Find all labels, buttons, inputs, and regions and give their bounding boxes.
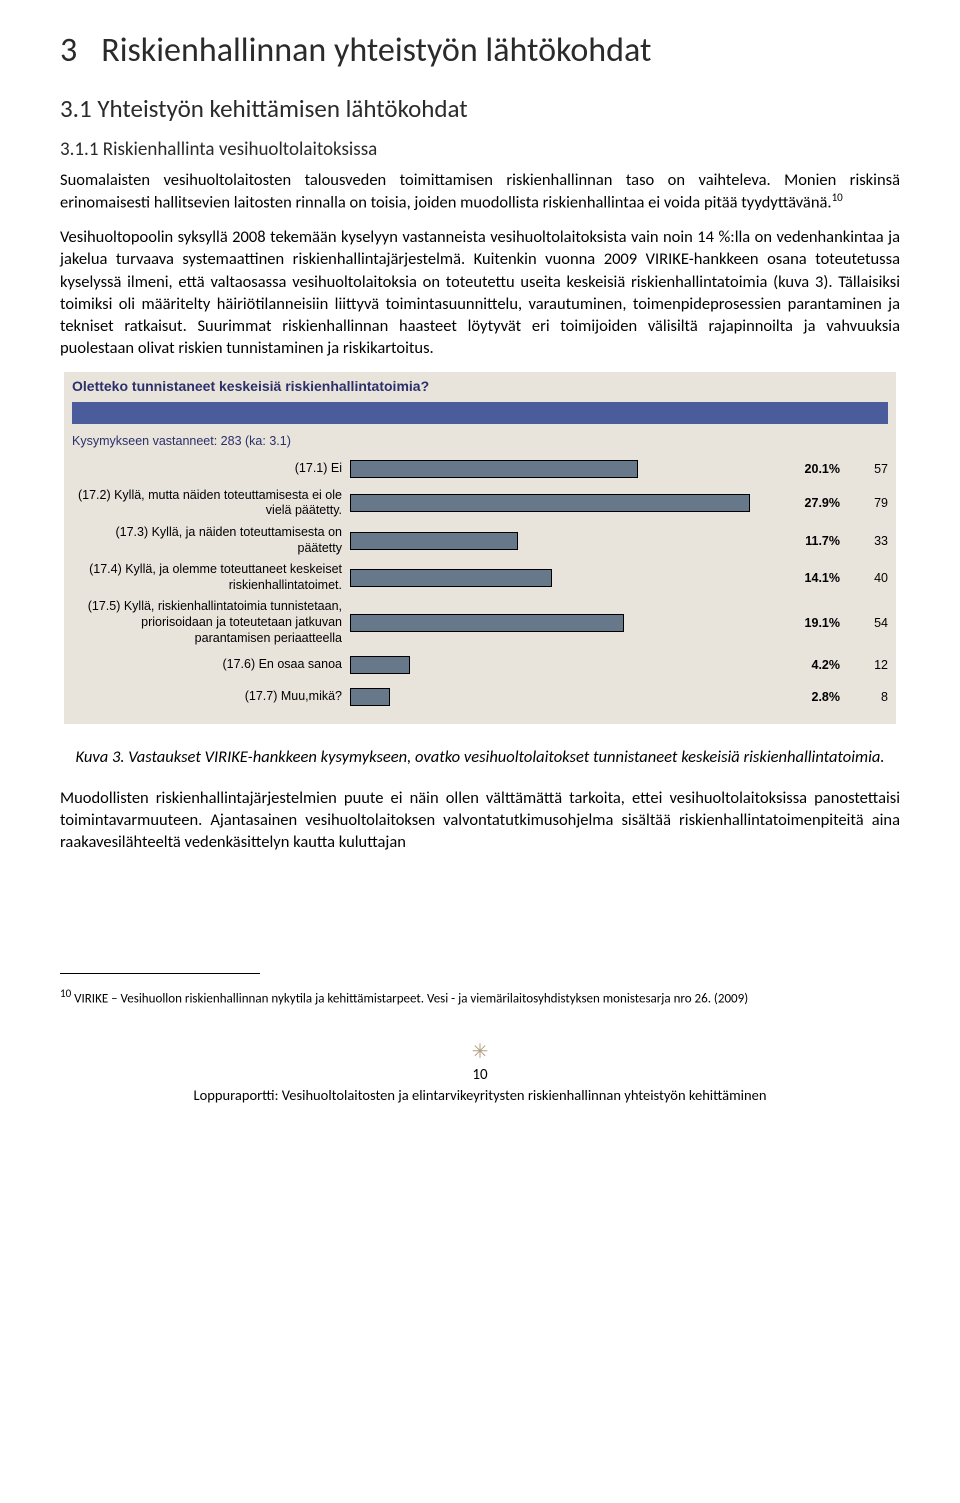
- heading-3-text: Riskienhallinta vesihuoltolaitoksissa: [103, 138, 377, 161]
- footnote-rule: [60, 973, 260, 974]
- chart-row: (17.7) Muu,mikä? 2.8% 8: [72, 684, 888, 710]
- chart-row: (17.3) Kyllä, ja näiden toteuttamisesta …: [72, 525, 888, 556]
- chart-bar-fill: [350, 532, 518, 550]
- chart-row-label: (17.4) Kyllä, ja olemme toteuttaneet kes…: [72, 562, 342, 593]
- chart-row-count: 33: [848, 534, 888, 548]
- paragraph-3: Muodollisten riskienhallintajärjestelmie…: [60, 787, 900, 854]
- chart-row-count: 79: [848, 496, 888, 510]
- heading-2: 3.1 Yhteistyön kehittämisen lähtökohdat: [60, 93, 900, 124]
- chart-row-count: 12: [848, 658, 888, 672]
- chart-row-count: 40: [848, 571, 888, 585]
- footer-ornament-icon: ✳: [60, 1039, 900, 1064]
- page-number: 10: [60, 1066, 900, 1084]
- chart-row-count: 54: [848, 616, 888, 630]
- heading-2-text: Yhteistyön kehittämisen lähtökohdat: [97, 93, 467, 124]
- footnote-mark: 10: [60, 987, 71, 1000]
- chart-meta: Kysymykseen vastanneet: 283 (ka: 3.1): [64, 430, 896, 456]
- chart-row-label: (17.7) Muu,mikä?: [72, 689, 342, 705]
- chart-row: (17.4) Kyllä, ja olemme toteuttaneet kes…: [72, 562, 888, 593]
- chart-bar-track: [350, 610, 780, 636]
- chart-bar-track: [350, 565, 780, 591]
- chart-row-count: 57: [848, 462, 888, 476]
- chart-bar-fill: [350, 494, 750, 512]
- chart-row: (17.6) En osaa sanoa 4.2% 12: [72, 652, 888, 678]
- survey-chart: Oletteko tunnistaneet keskeisiä riskienh…: [64, 372, 896, 725]
- chart-row: (17.5) Kyllä, riskienhallintatoimia tunn…: [72, 599, 888, 646]
- chart-row: (17.1) Ei 20.1% 57: [72, 456, 888, 482]
- chart-bar-fill: [350, 614, 624, 632]
- chart-rows: (17.1) Ei 20.1% 57 (17.2) Kyllä, mutta näid…: [64, 456, 896, 725]
- chart-row-percent: 19.1%: [788, 616, 840, 630]
- chart-bar-fill: [350, 569, 552, 587]
- chart-bar-track: [350, 490, 780, 516]
- chart-bar-track: [350, 684, 780, 710]
- chart-row: (17.2) Kyllä, mutta näiden toteuttamises…: [72, 488, 888, 519]
- chart-row-percent: 20.1%: [788, 462, 840, 476]
- chart-row-count: 8: [848, 690, 888, 704]
- chart-bar-fill: [350, 656, 410, 674]
- footnote-ref-10: 10: [832, 191, 843, 204]
- chart-accent-bar: [72, 402, 888, 424]
- paragraph-1-text: Suomalaisten vesihuoltolaitosten talousv…: [60, 170, 900, 213]
- chart-bar-track: [350, 456, 780, 482]
- chart-row-label: (17.3) Kyllä, ja näiden toteuttamisesta …: [72, 525, 342, 556]
- chart-row-label: (17.1) Ei: [72, 461, 342, 477]
- chart-bar-fill: [350, 688, 390, 706]
- chart-title: Oletteko tunnistaneet keskeisiä riskienh…: [64, 372, 896, 398]
- chart-row-label: (17.2) Kyllä, mutta näiden toteuttamises…: [72, 488, 342, 519]
- heading-2-num: 3.1: [60, 93, 92, 124]
- chart-row-label: (17.5) Kyllä, riskienhallintatoimia tunn…: [72, 599, 342, 646]
- footnote-10: 10 VIRIKE – Vesihuollon riskienhallinnan…: [60, 987, 900, 1008]
- chart-bar-track: [350, 652, 780, 678]
- footer-text: Loppuraportti: Vesihuoltolaitosten ja el…: [60, 1086, 900, 1104]
- footnote-text: VIRIKE – Vesihuollon riskienhallinnan ny…: [71, 992, 748, 1007]
- heading-3-num: 3.1.1: [60, 138, 98, 161]
- chart-row-percent: 27.9%: [788, 496, 840, 510]
- chart-bar-fill: [350, 460, 638, 478]
- heading-1-text: Riskienhallinnan yhteistyön lähtökohdat: [101, 30, 651, 71]
- chart-row-percent: 2.8%: [788, 690, 840, 704]
- figure-caption: Kuva 3. Vastaukset VIRIKE-hankkeen kysym…: [60, 746, 900, 768]
- paragraph-2: Vesihuoltopoolin syksyllä 2008 tekemään …: [60, 226, 900, 360]
- chart-row-percent: 4.2%: [788, 658, 840, 672]
- chart-row-percent: 14.1%: [788, 571, 840, 585]
- heading-3: 3.1.1 Riskienhallinta vesihuoltolaitoksi…: [60, 138, 900, 161]
- chart-bar-track: [350, 528, 780, 554]
- chart-row-percent: 11.7%: [788, 534, 840, 548]
- heading-1-num: 3: [60, 30, 77, 71]
- paragraph-1: Suomalaisten vesihuoltolaitosten talousv…: [60, 169, 900, 214]
- heading-1: 3 Riskienhallinnan yhteistyön lähtökohda…: [60, 30, 900, 71]
- chart-row-label: (17.6) En osaa sanoa: [72, 657, 342, 673]
